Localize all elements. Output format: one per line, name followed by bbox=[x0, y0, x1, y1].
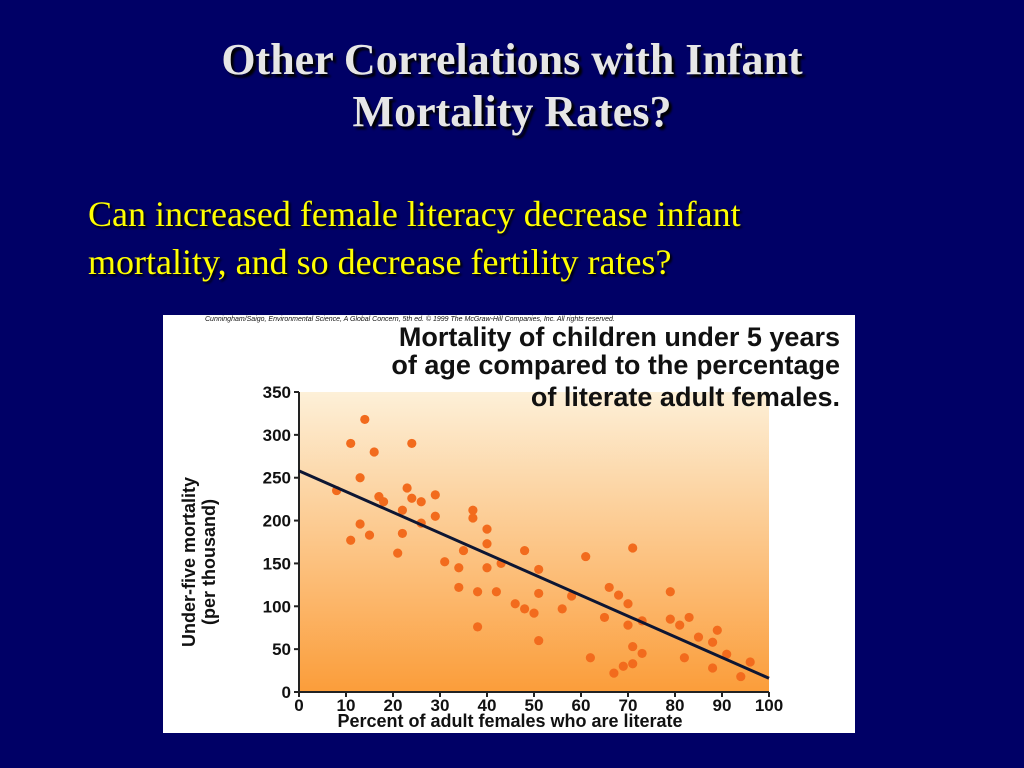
x-tick-label: 90 bbox=[713, 696, 732, 715]
data-point bbox=[397, 505, 407, 515]
data-point bbox=[534, 588, 544, 599]
data-point bbox=[745, 657, 755, 667]
data-point bbox=[360, 414, 370, 425]
data-point bbox=[604, 582, 614, 593]
slide-body-line-2: mortality, and so decrease fertility rat… bbox=[88, 242, 672, 282]
x-axis-label: Percent of adult females who are literat… bbox=[337, 711, 682, 731]
data-point bbox=[473, 622, 483, 632]
chart-title-line-3: of literate adult females. bbox=[531, 382, 840, 412]
data-point bbox=[623, 620, 633, 630]
data-point bbox=[407, 493, 417, 503]
scatter-chart: 0 50 100 150 200 250 300 350 0 10 20 30 40 50 60 70 80 90… bbox=[179, 315, 840, 731]
data-point bbox=[482, 539, 492, 549]
x-tick-label: 10 bbox=[337, 696, 356, 715]
x-tick-label: 30 bbox=[431, 696, 450, 715]
y-tick-label: 100 bbox=[263, 597, 291, 616]
chart-title-line-2: of age compared to the percentage bbox=[391, 350, 840, 380]
data-point bbox=[440, 557, 450, 567]
slide-title-line-2: Mortality Rates? bbox=[352, 87, 672, 136]
x-tick-label: 100 bbox=[755, 696, 783, 715]
y-tick-label: 250 bbox=[263, 469, 291, 488]
data-point bbox=[599, 612, 610, 623]
data-point bbox=[397, 528, 407, 539]
data-point bbox=[534, 635, 544, 646]
x-tick-label: 50 bbox=[525, 696, 544, 715]
x-tick-label: 80 bbox=[666, 696, 685, 715]
data-point bbox=[708, 663, 718, 673]
data-point bbox=[693, 632, 704, 642]
data-point bbox=[520, 545, 530, 556]
data-point bbox=[491, 587, 501, 597]
x-tick-label: 70 bbox=[619, 696, 638, 715]
data-point bbox=[393, 548, 403, 558]
data-point bbox=[684, 612, 694, 623]
x-tick-label: 40 bbox=[478, 696, 497, 715]
trend-line bbox=[298, 469, 770, 680]
data-point bbox=[637, 648, 647, 659]
y-tick-label: 0 bbox=[282, 683, 291, 702]
data-point bbox=[346, 438, 356, 449]
data-point bbox=[402, 483, 412, 493]
x-tick-label: 60 bbox=[572, 696, 591, 715]
data-point bbox=[609, 668, 619, 678]
y-tick-label: 150 bbox=[263, 554, 291, 573]
data-point bbox=[679, 653, 690, 663]
data-point bbox=[581, 551, 591, 562]
y-tick-label: 50 bbox=[272, 640, 291, 659]
slide-title: Other Correlations with Infant Mortality… bbox=[0, 34, 1024, 138]
slide-body-line-1: Can increased female literacy decrease i… bbox=[88, 194, 741, 234]
data-point bbox=[708, 637, 718, 647]
y-axis-label-line-2: (per thousand) bbox=[199, 499, 219, 625]
data-point bbox=[407, 438, 417, 449]
data-point bbox=[379, 497, 389, 507]
data-point bbox=[628, 659, 638, 669]
data-point bbox=[355, 519, 365, 529]
data-point bbox=[482, 563, 492, 573]
data-point bbox=[722, 649, 732, 659]
data-point bbox=[585, 653, 595, 663]
data-point bbox=[369, 447, 379, 457]
data-point bbox=[468, 513, 478, 523]
data-point bbox=[534, 564, 544, 575]
plot-area bbox=[299, 392, 769, 692]
data-point bbox=[628, 543, 638, 553]
y-tick-label: 350 bbox=[263, 383, 291, 402]
data-point bbox=[458, 545, 469, 556]
data-point bbox=[675, 620, 685, 630]
data-point bbox=[557, 604, 567, 614]
data-point bbox=[454, 563, 464, 573]
data-point bbox=[736, 671, 746, 682]
data-point bbox=[454, 582, 464, 593]
data-point bbox=[430, 490, 440, 500]
data-point bbox=[623, 599, 633, 609]
figure-credit: Cunningham/Saigo, Environmental Science,… bbox=[205, 315, 615, 323]
data-point bbox=[712, 625, 722, 635]
x-tick-label: 20 bbox=[384, 696, 403, 715]
data-point bbox=[614, 590, 624, 600]
data-point bbox=[355, 473, 365, 483]
data-point bbox=[468, 505, 478, 515]
y-axis-label-line-1: Under-five mortality bbox=[179, 477, 199, 647]
data-point bbox=[665, 614, 675, 624]
data-point bbox=[346, 535, 356, 545]
data-point bbox=[628, 641, 638, 652]
chart-figure: 0 50 100 150 200 250 300 350 0 10 20 30 40 50 60 70 80 90… bbox=[163, 315, 855, 733]
data-point bbox=[529, 608, 539, 618]
data-point bbox=[665, 587, 675, 597]
x-tick-label: 0 bbox=[294, 696, 303, 715]
data-point bbox=[482, 524, 492, 534]
data-point bbox=[618, 661, 628, 671]
data-point bbox=[520, 604, 530, 614]
data-point bbox=[364, 530, 375, 540]
data-point bbox=[473, 587, 483, 597]
data-point bbox=[510, 599, 520, 609]
data-point bbox=[416, 497, 426, 507]
slide-body-text: Can increased female literacy decrease i… bbox=[88, 190, 968, 286]
data-point bbox=[430, 511, 440, 521]
slide-title-line-1: Other Correlations with Infant bbox=[221, 35, 803, 84]
y-tick-label: 300 bbox=[263, 426, 291, 445]
chart-title-line-1: Mortality of children under 5 years bbox=[399, 322, 840, 352]
y-tick-label: 200 bbox=[263, 512, 291, 531]
